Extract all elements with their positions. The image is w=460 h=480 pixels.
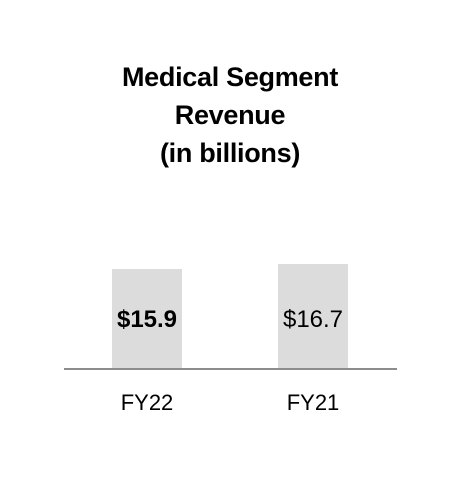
bar-fy21 [278,264,348,369]
chart-title-line-2: Revenue [174,100,286,130]
chart-title-line-1: Medical Segment [121,62,339,92]
chart-title-line-3: (in billions) [159,138,301,168]
data-label-fy22: $15.9 [117,306,177,333]
data-label-fy21: $16.7 [283,306,343,333]
x-tick-label-fy22: FY22 [121,390,174,415]
chart-title: Medical Segment Revenue (in billions) [0,58,460,172]
x-tick-label-fy21: FY21 [287,390,340,415]
bar-fy22 [112,269,182,369]
